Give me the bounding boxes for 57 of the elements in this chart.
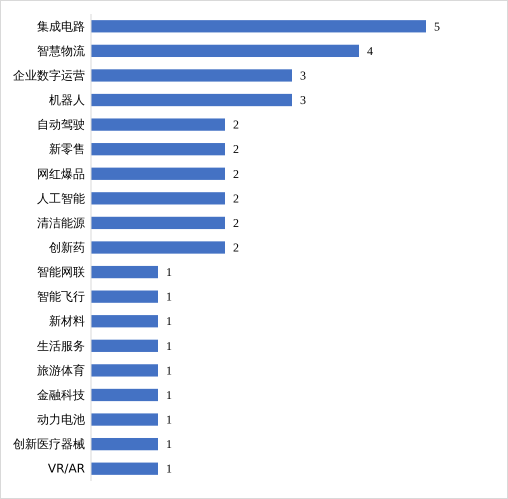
y-tick-label: 人工智能: [37, 191, 85, 206]
bar: [91, 290, 158, 303]
bar: [91, 364, 158, 377]
bar: [91, 241, 225, 254]
bar: [91, 315, 158, 328]
bar: [91, 94, 292, 106]
data-label: 2: [233, 166, 239, 181]
bar: [91, 143, 225, 156]
y-tick-label: 自动驾驶: [37, 118, 85, 132]
y-tick-label: 智慧物流: [37, 44, 85, 58]
data-label: 1: [166, 363, 172, 378]
data-label: 1: [166, 462, 172, 476]
data-label: 3: [300, 93, 306, 108]
y-tick-label: 创新医疗器械: [13, 437, 85, 452]
y-tick-label: 清洁能源: [37, 216, 85, 230]
bar: [91, 118, 225, 131]
bar: [91, 216, 225, 230]
bar: [91, 462, 158, 475]
y-tick-label: 旅游体育: [37, 363, 85, 378]
data-label: 1: [166, 388, 172, 402]
bar: [91, 20, 426, 32]
data-label: 1: [166, 338, 172, 353]
y-tick-label: 金融科技: [37, 388, 85, 402]
data-label: 1: [166, 437, 172, 452]
data-label: 5: [434, 19, 440, 34]
y-tick-label: 智能飞行: [37, 290, 85, 304]
bar: [91, 413, 158, 426]
y-tick-label: 集成电路: [37, 19, 85, 34]
bar: [91, 340, 158, 352]
data-label: 2: [233, 142, 239, 156]
y-tick-label: 创新药: [49, 240, 85, 254]
data-label: 2: [233, 191, 239, 206]
y-tick-label: 新零售: [49, 142, 85, 156]
bar: [91, 388, 158, 402]
bar: [91, 438, 158, 450]
bar: [91, 69, 292, 82]
y-tick-label: VR/AR: [48, 462, 85, 476]
data-label: 2: [233, 216, 239, 230]
data-label: 1: [166, 314, 172, 328]
data-label: 4: [367, 44, 373, 58]
data-label: 3: [300, 68, 306, 82]
y-tick-label: 新材料: [49, 314, 85, 328]
data-label: 1: [166, 290, 172, 304]
bar: [91, 44, 359, 58]
y-tick-label: 企业数字运营: [13, 68, 85, 82]
data-label: 2: [233, 118, 239, 132]
data-label: 2: [233, 240, 239, 254]
y-tick-label: 机器人: [49, 93, 85, 108]
y-tick-label: 生活服务: [37, 338, 85, 353]
y-tick-label: 智能网联: [37, 265, 85, 280]
bar: [91, 192, 225, 204]
data-label: 1: [166, 265, 172, 280]
y-tick-label: 网红爆品: [37, 166, 85, 181]
bar: [91, 266, 158, 278]
bar: [91, 168, 225, 180]
y-tick-label: 动力电池: [37, 412, 85, 427]
data-label: 1: [166, 412, 172, 427]
